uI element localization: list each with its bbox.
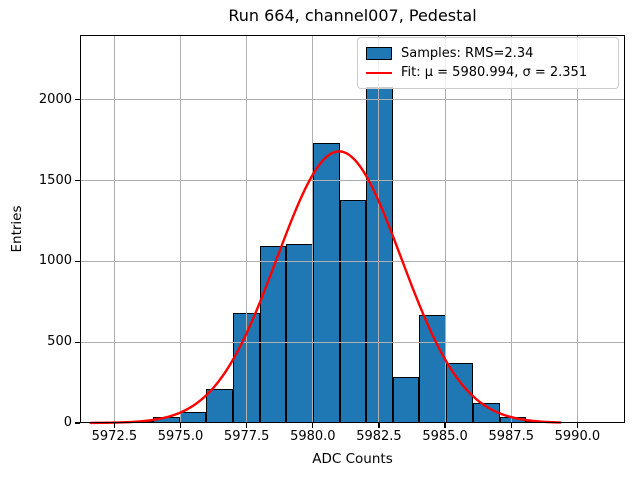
legend: Samples: RMS=2.34 Fit: μ = 5980.994, σ =… — [357, 37, 619, 89]
histogram-bar — [259, 245, 287, 423]
histogram-bar — [419, 315, 447, 423]
y-tick-label: 1000 — [38, 253, 72, 269]
gridline-horizontal — [80, 180, 625, 181]
histogram-bar — [312, 143, 340, 423]
y-tick-mark — [75, 99, 80, 101]
gridline-vertical — [444, 35, 446, 423]
gridline-vertical — [180, 35, 182, 423]
legend-entry-fit: Fit: μ = 5980.994, σ = 2.351 — [366, 65, 610, 80]
histogram-bar — [526, 420, 553, 423]
fit-line-swatch — [366, 71, 392, 74]
gridline-vertical — [113, 35, 115, 423]
y-tick-mark — [75, 260, 80, 262]
y-tick-mark — [75, 422, 80, 424]
chart-title: Run 664, channel007, Pedestal — [228, 6, 477, 25]
histogram-bar — [206, 389, 233, 423]
x-tick-label: 5972.5 — [91, 429, 138, 444]
x-tick-label: 5977.5 — [223, 429, 270, 444]
legend-fit-label: Fit: μ = 5980.994, σ = 2.351 — [401, 65, 588, 80]
histogram-bar — [179, 411, 207, 423]
x-tick-label: 5985.0 — [422, 429, 468, 444]
x-tick-mark — [312, 423, 314, 428]
gridline-horizontal — [80, 341, 625, 343]
y-tick-label: 0 — [63, 415, 72, 430]
histogram-bar — [286, 243, 313, 423]
y-tick-mark — [75, 179, 80, 182]
histogram-bar — [472, 402, 500, 423]
gridline-vertical — [510, 35, 512, 423]
x-tick-label: 5987.5 — [488, 429, 534, 444]
x-tick-label: 5990.0 — [554, 429, 601, 444]
legend-entry-samples: Samples: RMS=2.34 — [366, 46, 610, 61]
legend-samples-label: Samples: RMS=2.34 — [401, 46, 534, 61]
y-tick-label: 2000 — [38, 91, 72, 107]
y-tick-label: 500 — [47, 334, 72, 350]
histogram-bar — [339, 199, 367, 423]
x-tick-label: 5982.5 — [356, 429, 402, 444]
x-tick-label: 5975.0 — [157, 429, 204, 444]
x-axis-label: ADC Counts — [312, 451, 393, 467]
x-tick-mark — [246, 423, 248, 428]
x-tick-label: 5980.0 — [290, 429, 336, 444]
y-axis-label: Entries — [9, 205, 25, 253]
x-tick-mark — [576, 423, 578, 428]
x-tick-mark — [113, 423, 115, 428]
histogram-patch-swatch — [366, 47, 392, 60]
gridline-vertical — [246, 35, 248, 423]
y-tick-label: 1500 — [38, 172, 72, 188]
gridline-vertical — [378, 35, 380, 423]
x-tick-mark — [179, 423, 182, 428]
x-tick-mark — [510, 423, 512, 428]
gridline-vertical — [576, 35, 578, 423]
histogram-bar — [499, 416, 527, 423]
histogram-bar — [366, 86, 393, 423]
gridline-horizontal — [80, 99, 625, 101]
gridline-vertical — [312, 35, 314, 423]
gridline-horizontal — [80, 260, 625, 262]
histogram-bar — [153, 417, 180, 423]
histogram-bar — [446, 363, 473, 423]
y-tick-mark — [75, 341, 80, 343]
histogram-bar — [392, 376, 420, 423]
histogram-bar — [126, 420, 154, 423]
x-tick-mark — [378, 423, 380, 428]
x-tick-mark — [444, 423, 446, 428]
